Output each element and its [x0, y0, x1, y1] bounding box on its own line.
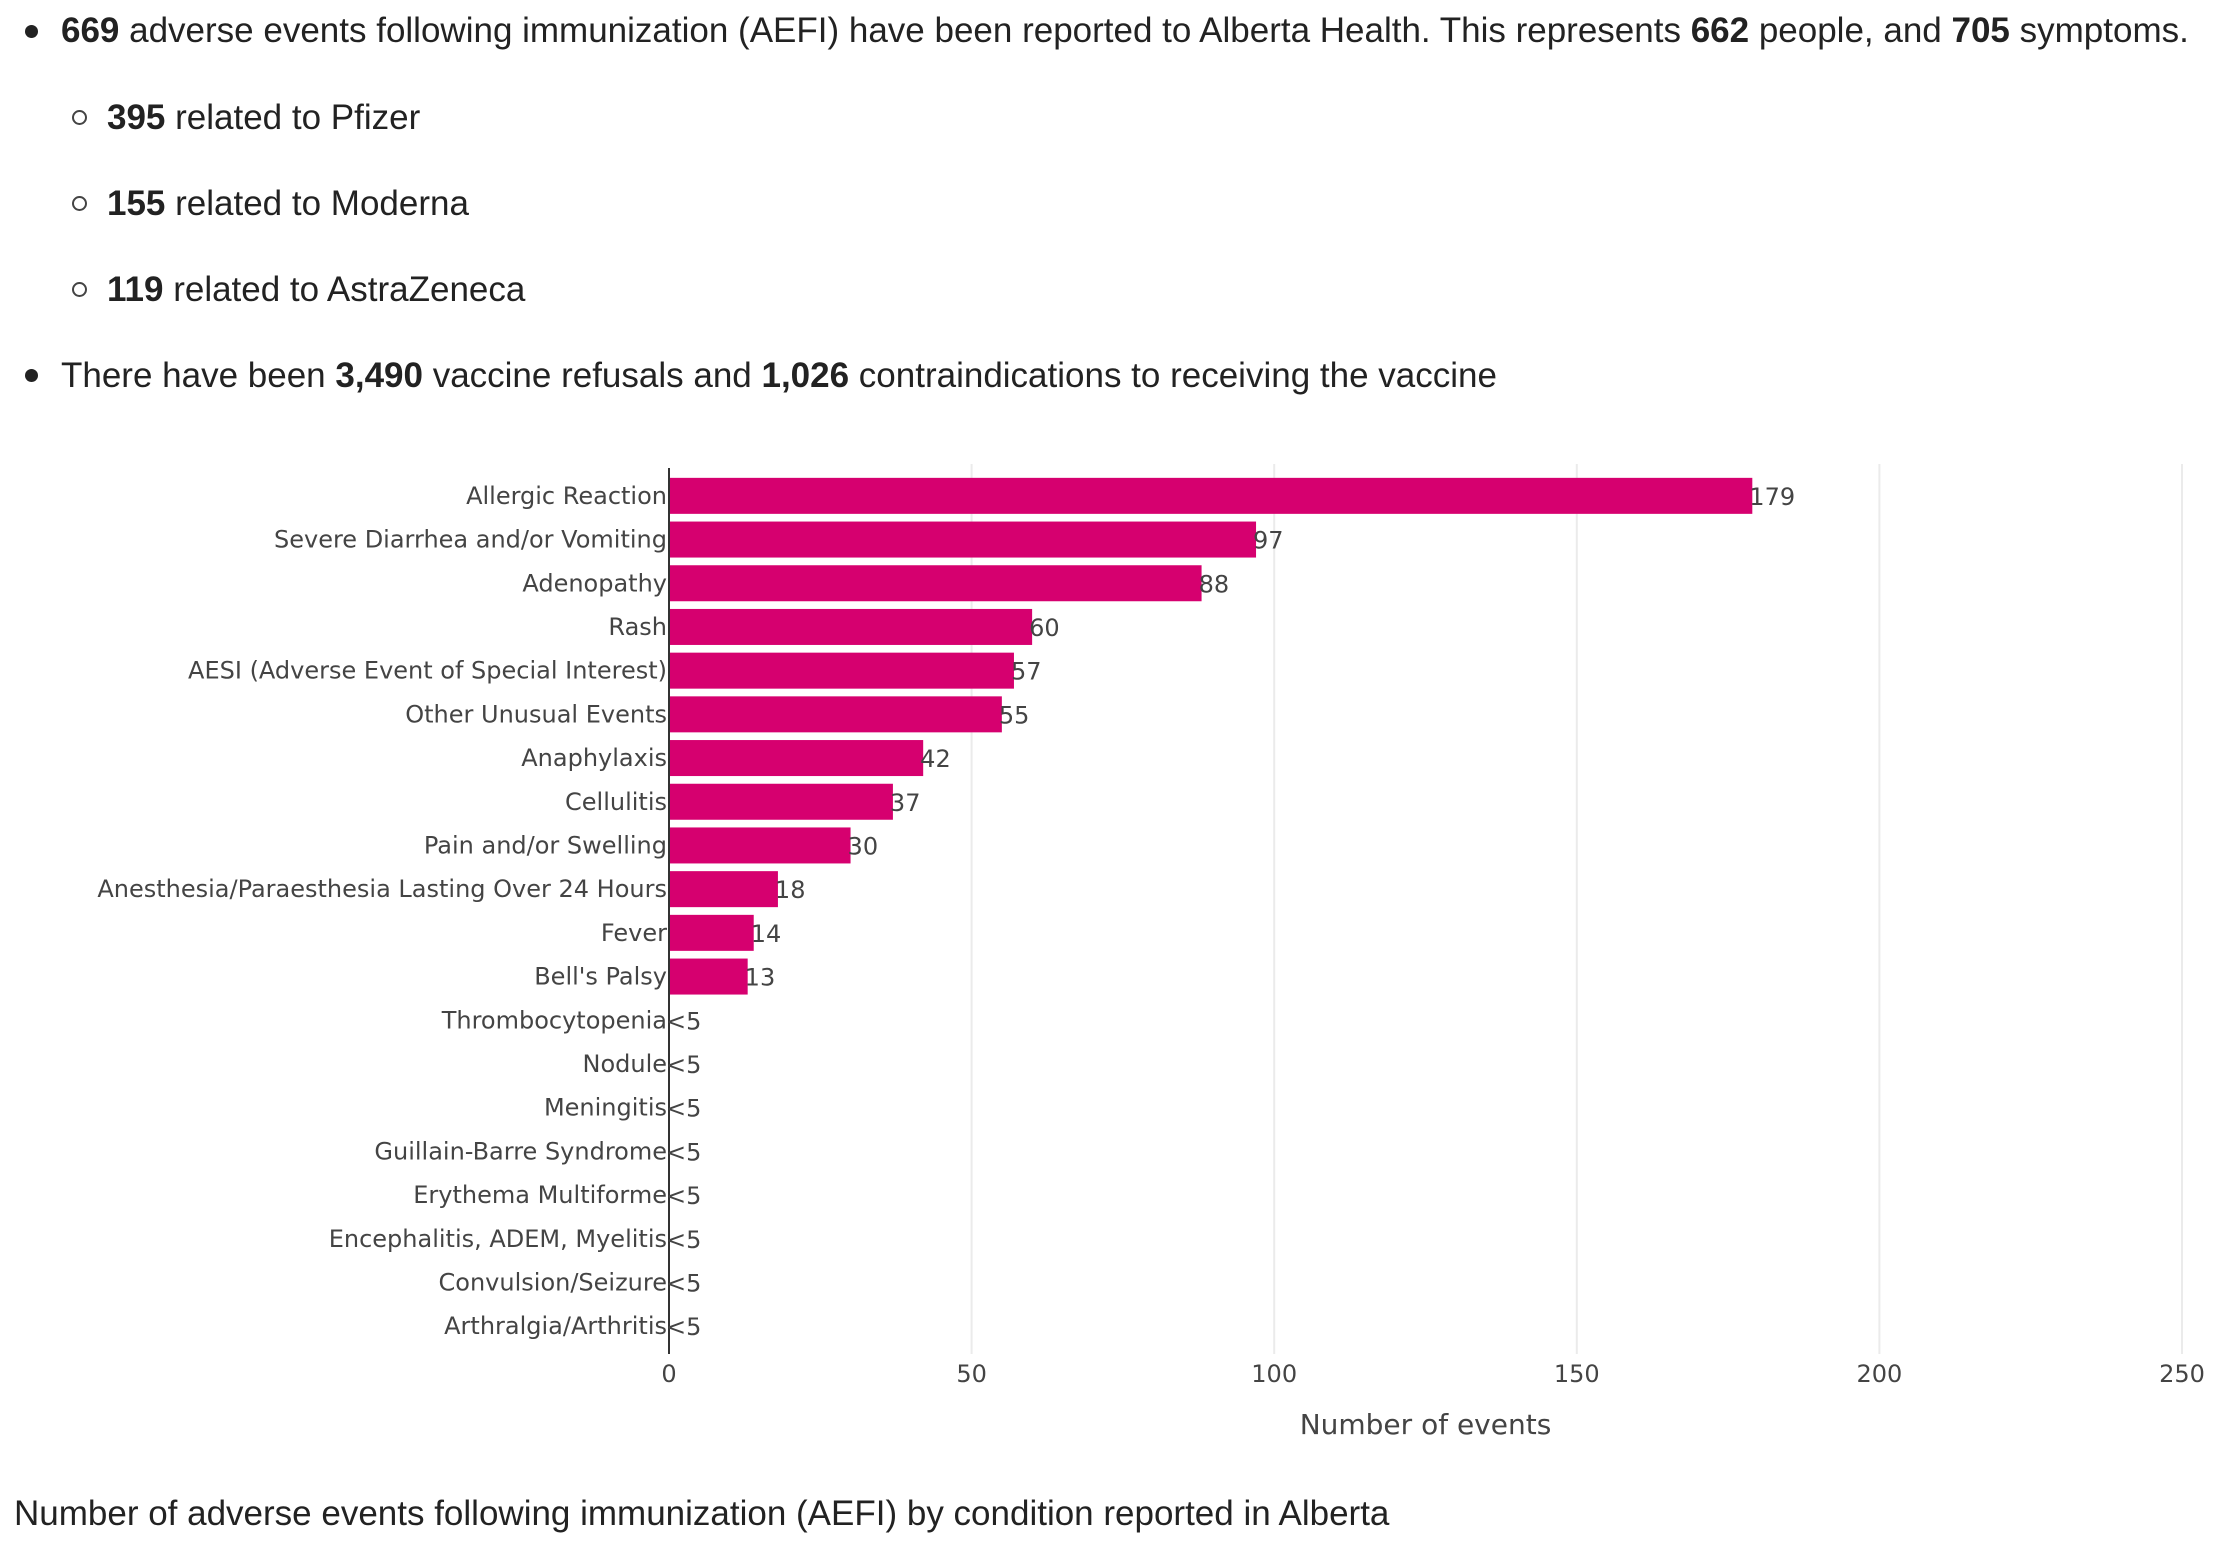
- people-count: 662: [1690, 11, 1750, 50]
- value-label: 60: [1029, 614, 1060, 642]
- value-label: 42: [920, 745, 951, 773]
- grid-layer: [970, 464, 2183, 1354]
- value-label: 13: [745, 964, 776, 992]
- aefi-text: adverse events following immunization (A…: [119, 11, 1691, 50]
- bar: [669, 958, 748, 995]
- bullet-dot: [25, 25, 38, 38]
- sub-bullet-dot: [72, 282, 87, 297]
- bar: [669, 827, 851, 864]
- refusals-count: 3,490: [335, 356, 423, 395]
- category-label: Allergic Reaction: [466, 482, 667, 510]
- aefi-bar-chart: 0 50 100 150 200 250 Allergic Reaction 179 Sever…: [97, 464, 2205, 1441]
- people-text: people, and: [1749, 11, 1952, 50]
- sub-bullet-dot: [72, 196, 87, 211]
- bullet-dot: [25, 369, 38, 382]
- bar: [669, 521, 1257, 558]
- chart-caption: Number of adverse events following immun…: [14, 1494, 1390, 1533]
- value-label: 88: [1199, 570, 1230, 598]
- astrazeneca-count: 119: [107, 270, 164, 309]
- category-label: AESI (Adverse Event of Special Interest): [188, 657, 667, 685]
- category-label: Erythema Multiforme: [413, 1181, 667, 1209]
- value-label: <5: [666, 1313, 701, 1341]
- label-layer: 0 50 100 150 200 250 Allergic Reaction 179 Sever…: [97, 482, 2205, 1388]
- moderna-text: related to Moderna: [165, 184, 469, 223]
- bar: [669, 696, 1002, 733]
- value-label: 57: [1011, 658, 1042, 686]
- value-label: 179: [1749, 483, 1795, 511]
- category-label: Severe Diarrhea and/or Vomiting: [274, 526, 667, 554]
- value-label: 14: [751, 920, 782, 948]
- category-label: Pain and/or Swelling: [424, 831, 667, 859]
- category-label: Bell's Palsy: [534, 963, 667, 991]
- sub-item-moderna: 155 related to Moderna: [107, 186, 469, 221]
- value-label: 30: [848, 832, 879, 860]
- value-label: <5: [666, 1007, 701, 1035]
- sub-item-astrazeneca: 119 related to AstraZeneca: [107, 272, 525, 307]
- sub-item-pfizer: 395 related to Pfizer: [107, 100, 420, 135]
- moderna-count: 155: [107, 184, 166, 223]
- category-label: Adenopathy: [522, 569, 667, 597]
- pfizer-count: 395: [107, 98, 166, 137]
- category-label: Rash: [608, 613, 667, 641]
- bar: [669, 871, 778, 908]
- pfizer-text: related to Pfizer: [165, 98, 421, 137]
- value-label: <5: [666, 1051, 701, 1079]
- category-label: Thrombocytopenia: [441, 1006, 667, 1034]
- symptoms-count: 705: [1951, 11, 2010, 50]
- refusals-text-2: vaccine refusals and: [422, 356, 762, 395]
- astrazeneca-text: related to AstraZeneca: [163, 270, 526, 309]
- category-label: Anaphylaxis: [521, 744, 667, 772]
- value-label: <5: [666, 1095, 701, 1123]
- x-tick-label: 200: [1856, 1360, 1902, 1388]
- bar: [669, 783, 893, 820]
- x-tick-label: 250: [2159, 1360, 2205, 1388]
- refusals-text-1: There have been: [61, 356, 336, 395]
- contraindications-count: 1,026: [761, 356, 850, 395]
- category-label: Encephalitis, ADEM, Myelitis: [329, 1225, 667, 1253]
- category-label: Other Unusual Events: [405, 700, 667, 728]
- value-label: <5: [666, 1269, 701, 1297]
- x-tick-label: 50: [956, 1360, 987, 1388]
- x-tick-label: 100: [1251, 1360, 1297, 1388]
- aefi-count: 669: [61, 11, 120, 50]
- category-label: Guillain-Barre Syndrome: [374, 1137, 667, 1165]
- value-label: 55: [999, 701, 1030, 729]
- summary-line-aefi: 669 adverse events following immunizatio…: [61, 13, 2189, 48]
- bar: [669, 740, 924, 777]
- summary-line-refusals: There have been 3,490 vaccine refusals a…: [61, 358, 1497, 393]
- category-label: Meningitis: [544, 1094, 667, 1122]
- bar: [669, 914, 754, 951]
- x-tick-label: 150: [1554, 1360, 1600, 1388]
- bar: [669, 477, 1753, 514]
- category-label: Nodule: [582, 1050, 667, 1078]
- category-label: Arthralgia/Arthritis: [444, 1312, 667, 1340]
- bar: [669, 565, 1202, 602]
- bar-layer: [669, 477, 1753, 995]
- x-axis-title: Number of events: [1300, 1408, 1552, 1441]
- symptoms-text: symptoms.: [2009, 11, 2189, 50]
- value-label: 18: [775, 876, 806, 904]
- value-label: 97: [1253, 527, 1284, 555]
- category-label: Anesthesia/Paraesthesia Lasting Over 24 …: [97, 875, 667, 903]
- value-label: <5: [666, 1226, 701, 1254]
- x-tick-label: 0: [661, 1360, 676, 1388]
- sub-bullet-dot: [72, 110, 87, 125]
- bar: [669, 652, 1014, 689]
- value-label: <5: [666, 1182, 701, 1210]
- category-label: Fever: [601, 919, 667, 947]
- category-label: Convulsion/Seizure: [439, 1268, 667, 1296]
- value-label: 37: [890, 789, 921, 817]
- bar: [669, 608, 1033, 645]
- contraindications-text: contraindications to receiving the vacci…: [849, 356, 1497, 395]
- value-label: <5: [666, 1138, 701, 1166]
- category-label: Cellulitis: [565, 788, 667, 816]
